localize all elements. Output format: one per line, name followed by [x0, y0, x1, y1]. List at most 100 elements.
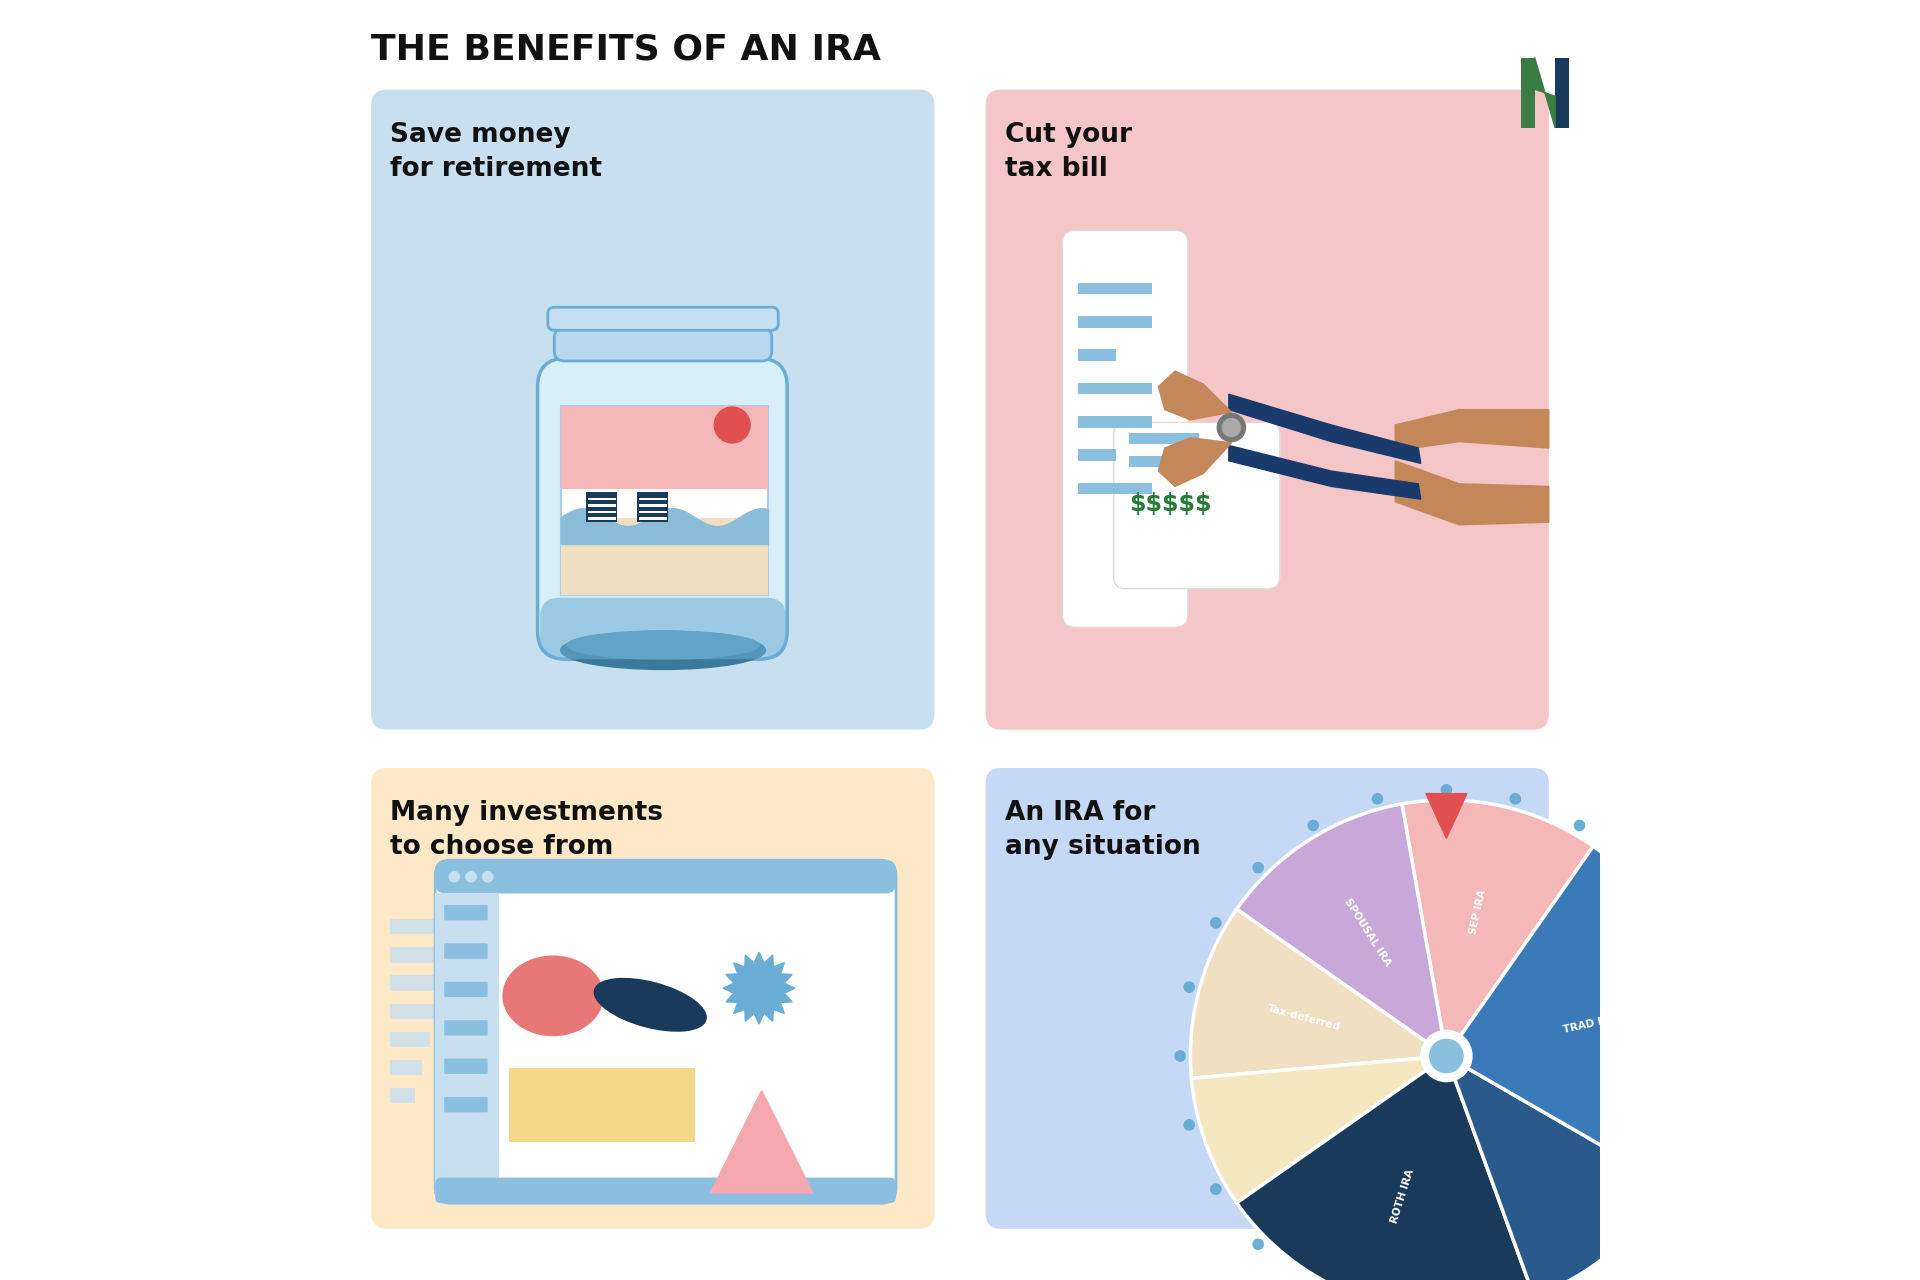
FancyBboxPatch shape — [588, 498, 616, 500]
FancyBboxPatch shape — [390, 1060, 422, 1075]
Text: TRAD IRA: TRAD IRA — [1563, 1014, 1619, 1036]
FancyBboxPatch shape — [639, 511, 666, 513]
Text: Save money
for retirement: Save money for retirement — [390, 122, 603, 182]
FancyBboxPatch shape — [1077, 316, 1152, 328]
FancyBboxPatch shape — [1077, 416, 1152, 428]
FancyBboxPatch shape — [1062, 230, 1188, 627]
FancyBboxPatch shape — [547, 307, 778, 330]
FancyBboxPatch shape — [639, 517, 666, 520]
Wedge shape — [1236, 804, 1446, 1056]
FancyBboxPatch shape — [436, 893, 499, 1203]
FancyBboxPatch shape — [436, 860, 897, 893]
FancyBboxPatch shape — [588, 504, 616, 507]
FancyBboxPatch shape — [390, 975, 445, 991]
Polygon shape — [1229, 394, 1421, 463]
FancyBboxPatch shape — [390, 947, 453, 963]
FancyBboxPatch shape — [509, 1068, 695, 1142]
FancyBboxPatch shape — [444, 982, 488, 997]
Text: Tax-deferred: Tax-deferred — [1267, 1004, 1342, 1033]
FancyBboxPatch shape — [436, 860, 897, 1203]
FancyBboxPatch shape — [390, 1088, 415, 1103]
Wedge shape — [1190, 909, 1446, 1078]
Circle shape — [1430, 1039, 1463, 1073]
Circle shape — [1699, 982, 1709, 992]
Wedge shape — [1402, 800, 1594, 1056]
FancyBboxPatch shape — [371, 768, 935, 1229]
Circle shape — [467, 872, 476, 882]
FancyBboxPatch shape — [538, 358, 787, 659]
Ellipse shape — [503, 956, 603, 1036]
Circle shape — [482, 872, 493, 882]
Text: SPOUSAL IRA: SPOUSAL IRA — [1342, 896, 1392, 968]
FancyBboxPatch shape — [586, 492, 616, 522]
FancyBboxPatch shape — [444, 905, 488, 920]
Polygon shape — [1229, 445, 1421, 499]
Circle shape — [1223, 419, 1240, 436]
Polygon shape — [1396, 461, 1549, 525]
Wedge shape — [1446, 1056, 1668, 1280]
FancyBboxPatch shape — [1077, 349, 1116, 361]
Circle shape — [1574, 820, 1584, 831]
Circle shape — [714, 407, 751, 443]
Circle shape — [1707, 1051, 1718, 1061]
Ellipse shape — [566, 631, 758, 659]
Text: SEP IRA: SEP IRA — [1469, 888, 1488, 936]
FancyBboxPatch shape — [985, 90, 1549, 730]
Ellipse shape — [561, 631, 766, 669]
FancyBboxPatch shape — [1114, 422, 1281, 589]
FancyBboxPatch shape — [1077, 483, 1152, 494]
FancyBboxPatch shape — [985, 768, 1549, 1229]
FancyBboxPatch shape — [1129, 433, 1200, 444]
Text: THE BENEFITS OF AN IRA: THE BENEFITS OF AN IRA — [371, 32, 881, 67]
Circle shape — [1630, 863, 1640, 873]
FancyBboxPatch shape — [588, 517, 616, 520]
Wedge shape — [1192, 1056, 1446, 1203]
Circle shape — [1373, 794, 1382, 804]
Circle shape — [1175, 1051, 1185, 1061]
FancyBboxPatch shape — [371, 90, 935, 730]
Circle shape — [1254, 863, 1263, 873]
Text: $$$$$: $$$$$ — [1129, 493, 1212, 516]
FancyBboxPatch shape — [588, 511, 616, 513]
Circle shape — [1672, 918, 1682, 928]
Circle shape — [1442, 785, 1452, 795]
Wedge shape — [1236, 1056, 1534, 1280]
Circle shape — [449, 872, 459, 882]
FancyBboxPatch shape — [639, 504, 666, 507]
FancyBboxPatch shape — [639, 498, 666, 500]
Circle shape — [1672, 1184, 1682, 1194]
Circle shape — [1699, 1120, 1709, 1130]
FancyBboxPatch shape — [1077, 383, 1152, 394]
Circle shape — [1254, 1239, 1263, 1249]
Polygon shape — [1396, 410, 1549, 451]
Polygon shape — [1534, 58, 1555, 128]
Polygon shape — [1427, 794, 1467, 838]
Circle shape — [1212, 918, 1221, 928]
FancyBboxPatch shape — [555, 328, 772, 361]
Text: Cut your
tax bill: Cut your tax bill — [1004, 122, 1131, 182]
Wedge shape — [1446, 846, 1703, 1184]
FancyBboxPatch shape — [444, 1020, 488, 1036]
Circle shape — [1421, 1030, 1473, 1082]
FancyBboxPatch shape — [637, 492, 668, 522]
Circle shape — [1308, 820, 1319, 831]
Polygon shape — [1158, 438, 1231, 486]
FancyBboxPatch shape — [561, 406, 768, 489]
Circle shape — [1185, 982, 1194, 992]
FancyBboxPatch shape — [390, 1004, 438, 1019]
FancyBboxPatch shape — [1077, 449, 1116, 461]
Circle shape — [1217, 413, 1246, 442]
FancyBboxPatch shape — [561, 518, 768, 595]
FancyBboxPatch shape — [540, 598, 785, 659]
Text: Many investments
to choose from: Many investments to choose from — [390, 800, 664, 860]
FancyBboxPatch shape — [444, 943, 488, 959]
FancyBboxPatch shape — [390, 919, 461, 934]
FancyBboxPatch shape — [1555, 58, 1569, 128]
FancyBboxPatch shape — [444, 1097, 488, 1112]
Circle shape — [1212, 1184, 1221, 1194]
Polygon shape — [1158, 371, 1231, 420]
Polygon shape — [724, 952, 795, 1024]
FancyBboxPatch shape — [1521, 58, 1534, 128]
FancyBboxPatch shape — [1129, 456, 1200, 467]
Text: ROTH IRA: ROTH IRA — [1388, 1169, 1415, 1225]
